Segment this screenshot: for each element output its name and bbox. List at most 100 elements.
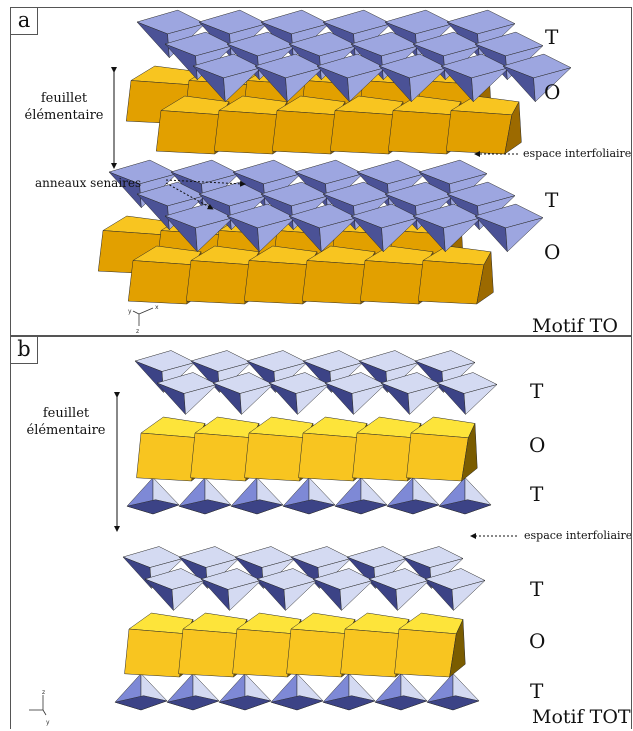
tetrahedral-layer-upper [136, 9, 572, 103]
axis-triad-a: y x z [128, 304, 159, 335]
tetrahedron-right-face [463, 384, 498, 416]
tetrahedron-right-face [505, 217, 544, 253]
axis-z-label-b: z [42, 689, 45, 696]
octahedron-front-face [445, 110, 513, 155]
octahedron-front-face [136, 432, 199, 482]
octahedron-front-face [359, 260, 427, 305]
tetrahedron-base [374, 695, 428, 711]
interlayer-label-a: espace interfoliaire [523, 147, 632, 160]
tot-structure-drawing: z y [29, 350, 517, 726]
tetrahedron-base [218, 695, 272, 711]
ring-arrow-2 [165, 182, 214, 210]
tetrahedron-right-face [471, 67, 510, 103]
tetrahedron-right-face [351, 384, 386, 416]
octahedron-front-face [352, 432, 415, 482]
rings-label: anneaux senaires [35, 176, 142, 190]
octahedron-side-face [461, 423, 478, 482]
tetrahedron-base [334, 499, 388, 515]
tetrahedron-base [178, 499, 232, 515]
octahedron-side-face [449, 619, 466, 678]
sheet-label-a: feuillet élémentaire [24, 91, 104, 123]
layer-label-t1: T [545, 25, 559, 49]
layer-label-b-t2: T [530, 482, 544, 506]
motif-tot-label: Motif TOT [532, 706, 631, 728]
layer-label-o1: O [544, 80, 561, 104]
octahedron-front-face [394, 628, 457, 678]
octahedron-front-face [286, 628, 349, 678]
octahedron-front-face [232, 628, 295, 678]
tetrahedron-right-face [407, 384, 442, 416]
layer-label-o2: O [544, 240, 561, 264]
octahedron-front-face [387, 110, 455, 155]
layer-label-t2: T [545, 188, 559, 212]
octahedron-front-face [185, 260, 253, 305]
panel-a-tag: a [11, 8, 38, 35]
layer-label-b-o2: O [529, 629, 546, 653]
octahedron-front-face [155, 110, 223, 155]
octahedron-side-face [504, 100, 522, 155]
tetrahedron-right-face [381, 217, 420, 253]
tetrahedron-right-face [183, 384, 218, 416]
tetrahedron-right-face [227, 580, 262, 612]
tetrahedron-right-face [451, 580, 486, 612]
octahedron-front-face [329, 110, 397, 155]
octahedron-front-face [213, 110, 281, 155]
tetrahedron-base [114, 695, 168, 711]
interlayer-label-b: espace interfoliaire [524, 529, 632, 542]
tetrahedron-right-face [223, 67, 262, 103]
octahedron-side-face [476, 250, 494, 305]
sheet-label-b: feuillet élémentaire [26, 406, 106, 438]
octahedron-front-face [178, 628, 241, 678]
octahedron-front-face [271, 110, 339, 155]
tetrahedron-base [126, 499, 180, 515]
tetrahedron-base [166, 695, 220, 711]
tetrahedron-right-face [347, 67, 386, 103]
to-structure-drawing: y x z [97, 9, 572, 335]
octahedron-front-face [301, 260, 369, 305]
tetrahedron-base [426, 695, 480, 711]
tetrahedron-right-face [339, 580, 374, 612]
octahedron-front-face [244, 432, 307, 482]
panel-b: b z y T O T T O T feuillet élémentaire e… [10, 336, 632, 729]
layer-label-b-t1: T [530, 379, 544, 403]
tetrahedron-right-face [295, 384, 330, 416]
octahedron-front-face [340, 628, 403, 678]
tetrahedron-right-face [285, 67, 324, 103]
axis-z-label: z [136, 328, 139, 335]
layer-label-b-t4: T [530, 679, 544, 703]
tetrahedron-right-face [283, 580, 318, 612]
octahedron-front-face [243, 260, 311, 305]
panel-a: a y x z T O T O feuill [10, 7, 632, 336]
axis-triad-b: z y [29, 689, 50, 726]
tetrahedron-base [438, 499, 492, 515]
tetrahedron-right-face [533, 67, 572, 103]
tetrahedron-right-face [443, 217, 482, 253]
axis-x-label: x [155, 304, 159, 311]
tetrahedron-right-face [395, 580, 430, 612]
tetrahedron-right-face [195, 217, 234, 253]
tetrahedron-base [230, 499, 284, 515]
tot-sheet-lower [114, 546, 486, 711]
tetrahedron-base [386, 499, 440, 515]
axis-y-label-b: y [46, 719, 50, 726]
tetrahedron-right-face [409, 67, 448, 103]
tetrahedron-right-face [319, 217, 358, 253]
tot-sheet-upper [126, 350, 498, 515]
octahedron-front-face [298, 432, 361, 482]
layer-label-b-o1: O [529, 433, 546, 457]
tetrahedron-right-face [171, 580, 206, 612]
tetrahedron-base [282, 499, 336, 515]
octahedron-front-face [127, 260, 195, 305]
tetrahedron-right-face [257, 217, 296, 253]
octahedron-front-face [190, 432, 253, 482]
octahedron-front-face [124, 628, 187, 678]
octahedron-front-face [406, 432, 469, 482]
tetrahedron-right-face [239, 384, 274, 416]
panel-b-tag: b [11, 337, 38, 364]
octahedron-front-face [417, 260, 485, 305]
ring-arrow-1 [165, 179, 246, 187]
axis-y-label: y [128, 308, 132, 315]
motif-to-label: Motif TO [532, 315, 618, 336]
tetrahedron-base [270, 695, 324, 711]
tetrahedron-base [322, 695, 376, 711]
